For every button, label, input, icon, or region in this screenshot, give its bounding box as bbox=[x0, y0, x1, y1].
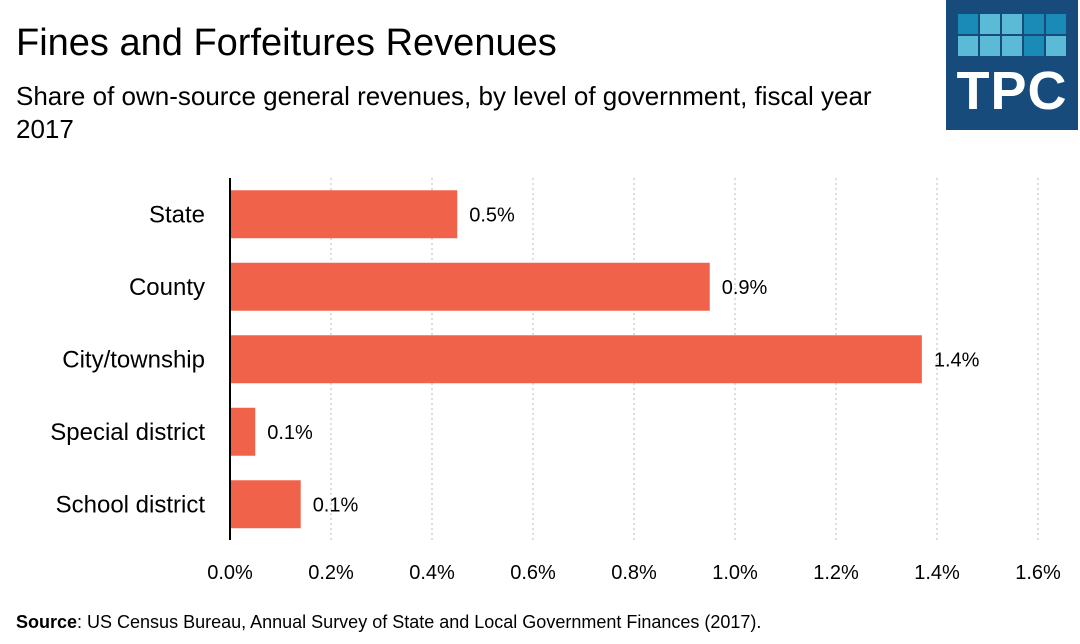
x-tick-label: 1.2% bbox=[813, 562, 859, 584]
source-note: Source: US Census Bureau, Annual Survey … bbox=[16, 612, 761, 633]
bar bbox=[230, 262, 710, 311]
x-tick-label: 0.0% bbox=[207, 562, 253, 584]
category-label: City/township bbox=[62, 346, 205, 373]
x-tick-label: 0.2% bbox=[308, 562, 354, 584]
chart-subtitle: Share of own-source general revenues, by… bbox=[16, 81, 872, 144]
tpc-logo: TPC bbox=[946, 0, 1078, 130]
logo-square bbox=[980, 14, 1000, 34]
logo-square bbox=[1002, 36, 1022, 56]
bar-chart: 0.0% 0.2% 0.4% 0.6% 0.8% 1.0% 1.2% 1.4% 1.6% Stat… bbox=[50, 178, 1061, 584]
x-tick-label: 1.0% bbox=[712, 562, 758, 584]
bar bbox=[230, 480, 301, 529]
data-label: 1.4% bbox=[934, 349, 980, 371]
logo-square bbox=[1002, 14, 1022, 34]
x-tick-label: 0.4% bbox=[409, 562, 455, 584]
category-label: School district bbox=[56, 491, 206, 518]
logo-square bbox=[1024, 14, 1044, 34]
logo-square bbox=[1046, 36, 1066, 56]
bar bbox=[230, 335, 922, 384]
logo-square bbox=[1024, 36, 1044, 56]
source-label: Source bbox=[16, 612, 78, 632]
x-tick-label: 1.4% bbox=[914, 562, 960, 584]
data-label: 0.5% bbox=[469, 204, 515, 226]
logo-square bbox=[958, 14, 978, 34]
data-label: 0.1% bbox=[313, 494, 359, 516]
data-label: 0.1% bbox=[267, 422, 313, 444]
source-text: : US Census Bureau, Annual Survey of Sta… bbox=[77, 612, 762, 632]
bar bbox=[230, 190, 458, 239]
category-label: Special district bbox=[50, 419, 205, 446]
x-tick-label: 1.6% bbox=[1015, 562, 1061, 584]
logo-square bbox=[980, 36, 1000, 56]
data-label: 0.9% bbox=[722, 277, 768, 299]
bar bbox=[230, 407, 256, 456]
chart-title: Fines and Forfeitures Revenues bbox=[16, 22, 557, 64]
logo-square bbox=[1046, 14, 1066, 34]
category-label: County bbox=[129, 274, 205, 301]
x-tick-label: 0.6% bbox=[510, 562, 556, 584]
logo-text: TPC bbox=[956, 61, 1068, 121]
category-label: State bbox=[149, 201, 205, 228]
logo-square bbox=[958, 36, 978, 56]
x-tick-label: 0.8% bbox=[611, 562, 657, 584]
